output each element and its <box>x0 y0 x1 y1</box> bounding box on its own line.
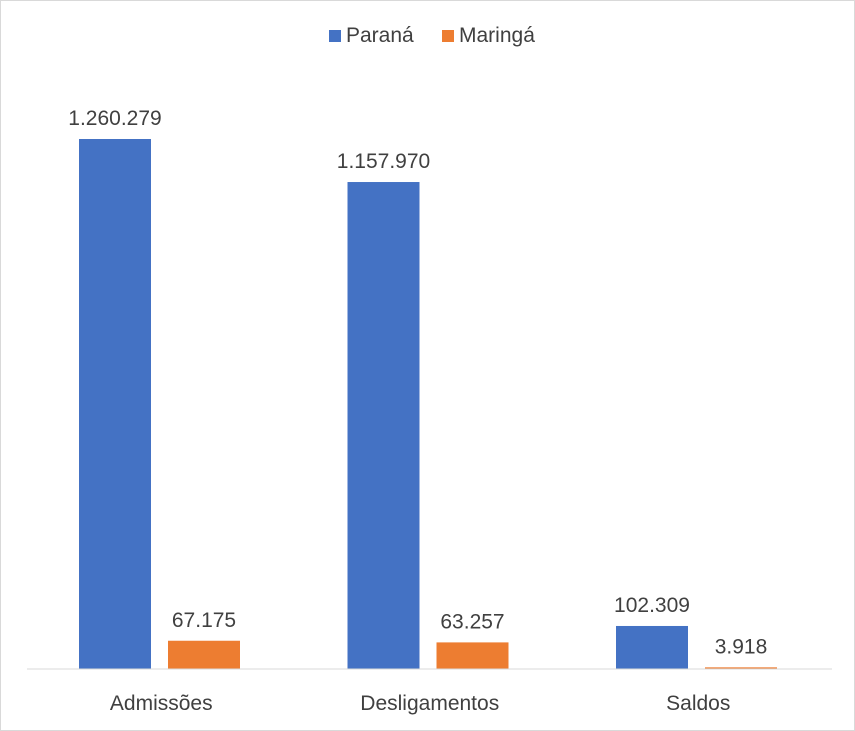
legend-swatch-maringa <box>442 30 454 42</box>
legend-swatch-parana <box>329 30 341 42</box>
data-label-maringa-admissoes: 67.175 <box>172 609 236 632</box>
legend: Paraná Maringá <box>329 24 535 47</box>
bar-parana-admissoes <box>79 139 151 669</box>
x-axis-tick-labels: Admissões Desligamentos Saldos <box>110 692 730 715</box>
bar-maringa-saldos <box>705 667 777 669</box>
data-label-maringa-saldos: 3.918 <box>715 635 768 658</box>
tick-label-desligamentos: Desligamentos <box>360 692 499 715</box>
data-label-parana-saldos: 102.309 <box>614 594 690 617</box>
legend-label-maringa: Maringá <box>459 24 535 47</box>
bar-parana-desligamentos <box>347 182 420 669</box>
bar-parana-saldos <box>616 625 688 669</box>
tick-label-admissoes: Admissões <box>110 692 213 715</box>
legend-label-parana: Paraná <box>346 24 414 47</box>
tick-label-saldos: Saldos <box>666 692 730 715</box>
data-labels-layer: 1.260.279 67.175 1.157.970 63.257 102.309 3.9… <box>68 107 767 658</box>
bar-maringa-desligamentos <box>436 642 509 669</box>
bars-layer <box>79 139 777 669</box>
data-label-parana-admissoes: 1.260.279 <box>68 107 161 130</box>
data-label-maringa-desligamentos: 63.257 <box>440 610 504 633</box>
data-label-parana-desligamentos: 1.157.970 <box>337 150 430 173</box>
bar-maringa-admissoes <box>168 640 240 669</box>
